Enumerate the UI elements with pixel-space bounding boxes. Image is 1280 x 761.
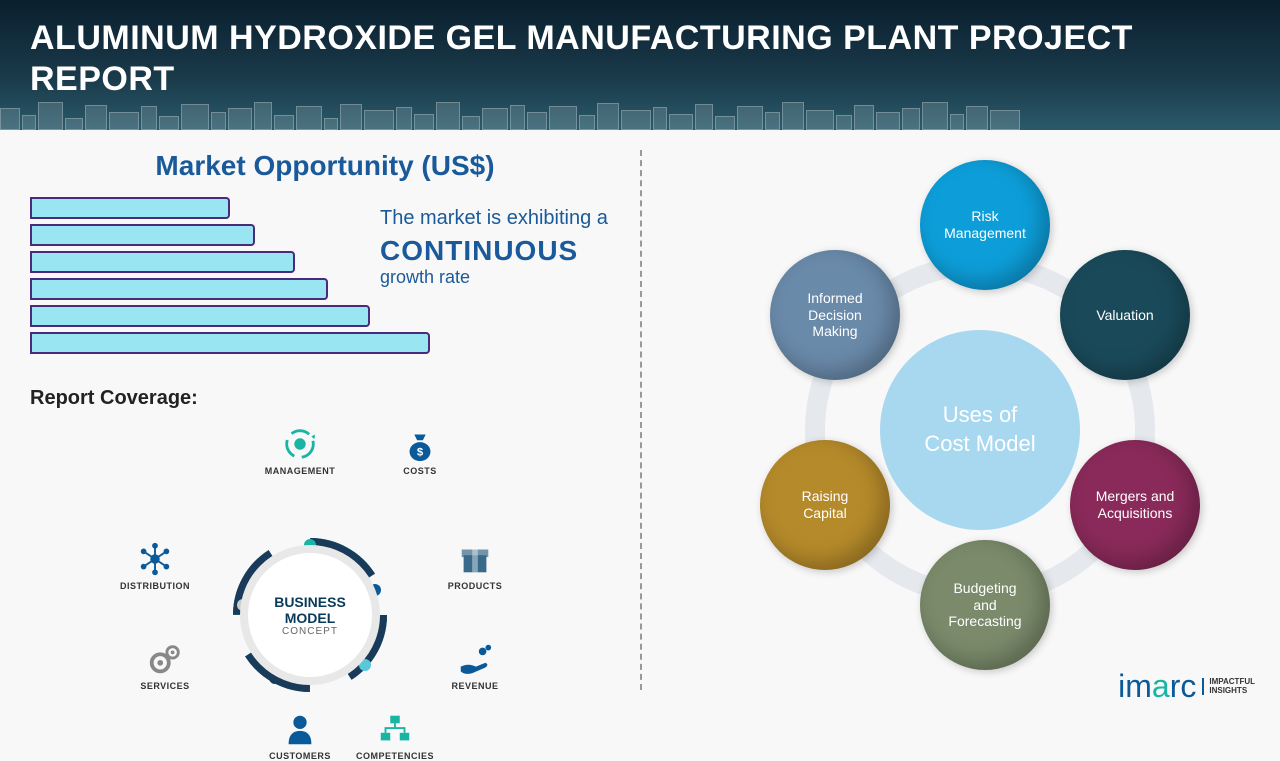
cost-node: Valuation [1060, 250, 1190, 380]
bm-label: DISTRIBUTION [120, 581, 190, 591]
bm-item-management: MANAGEMENT [260, 425, 340, 476]
person-icon [281, 710, 319, 748]
org-chart-icon [376, 710, 414, 748]
chart-bar [30, 197, 230, 219]
chart-bar [30, 224, 255, 246]
bm-item-competencies: COMPETENCIES [355, 710, 435, 761]
business-model-diagram: BUSINESS MODEL CONCEPT MANAGEMENT $ COSTS P… [30, 415, 590, 735]
bm-item-revenue: REVENUE [435, 640, 515, 691]
bm-label: CUSTOMERS [269, 751, 331, 761]
bm-item-costs: $ COSTS [380, 425, 460, 476]
cost-node: BudgetingandForecasting [920, 540, 1050, 670]
left-panel: Market Opportunity (US$) The market is e… [0, 130, 640, 720]
bm-center: BUSINESS MODEL CONCEPT [240, 545, 380, 685]
chart-callout: The market is exhibiting a CONTINUOUS gr… [380, 207, 640, 288]
bm-label: SERVICES [140, 681, 189, 691]
cost-node: RiskManagement [920, 160, 1050, 290]
content-area: Market Opportunity (US$) The market is e… [0, 130, 1280, 720]
coverage-title: Report Coverage: [30, 387, 620, 410]
page-title: ALUMINUM HYDROXIDE GEL MANUFACTURING PLA… [30, 18, 1250, 100]
network-icon [136, 540, 174, 578]
market-bar-chart: The market is exhibiting a CONTINUOUS gr… [30, 197, 620, 367]
skyline-decoration [0, 100, 1280, 130]
callout-emphasis: CONTINUOUS [380, 235, 640, 267]
bm-item-distribution: DISTRIBUTION [115, 540, 195, 591]
chart-bar [30, 305, 370, 327]
gears-icon [146, 640, 184, 678]
logo-text: imarc [1118, 668, 1196, 705]
chart-bar [30, 278, 328, 300]
bm-label: REVENUE [451, 681, 498, 691]
brand-logo: imarc IMPACTFUL INSIGHTS [1118, 668, 1255, 705]
chart-bar [30, 251, 295, 273]
hand-coin-icon [456, 640, 494, 678]
bm-center-line1: BUSINESS [274, 594, 346, 610]
chart-title: Market Opportunity (US$) [30, 150, 620, 182]
bm-item-products: PRODUCTS [435, 540, 515, 591]
bars-container [30, 197, 430, 359]
money-bag-icon: $ [401, 425, 439, 463]
bm-label: PRODUCTS [448, 581, 503, 591]
callout-line2: growth rate [380, 267, 640, 288]
chart-bar [30, 332, 430, 354]
bm-label: COSTS [403, 466, 437, 476]
bulb-cycle-icon [281, 425, 319, 463]
bm-center-line2: MODEL [285, 610, 336, 626]
bm-center-sub: CONCEPT [282, 626, 338, 637]
logo-tagline: IMPACTFUL INSIGHTS [1202, 678, 1255, 696]
cost-node: Mergers andAcquisitions [1070, 440, 1200, 570]
bm-label: COMPETENCIES [356, 751, 434, 761]
bm-item-services: SERVICES [125, 640, 205, 691]
callout-line1: The market is exhibiting a [380, 207, 640, 230]
svg-text:$: $ [417, 446, 424, 458]
bm-label: MANAGEMENT [265, 466, 336, 476]
bm-item-customers: CUSTOMERS [260, 710, 340, 761]
right-panel: Uses ofCost Model RiskManagementValuatio… [640, 130, 1280, 720]
header-banner: ALUMINUM HYDROXIDE GEL MANUFACTURING PLA… [0, 0, 1280, 130]
cost-node: RaisingCapital [760, 440, 890, 570]
box-icon [456, 540, 494, 578]
cost-model-center: Uses ofCost Model [880, 330, 1080, 530]
cost-node: InformedDecisionMaking [770, 250, 900, 380]
